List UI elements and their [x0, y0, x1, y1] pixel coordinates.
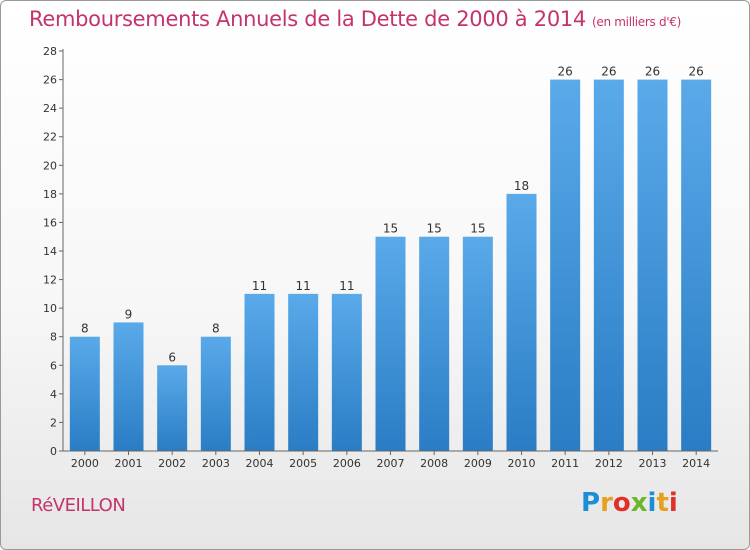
x-tick-label: 2009 [464, 457, 492, 470]
bar [637, 79, 668, 452]
chart-title: Remboursements Annuels de la Dette de 20… [29, 7, 681, 31]
logo-letter: o [612, 488, 631, 518]
bar [113, 322, 144, 451]
logo-letter: t [656, 488, 669, 518]
bar [506, 193, 537, 451]
x-tick-label: 2001 [115, 457, 143, 470]
bar-value-label: 15 [383, 222, 398, 236]
x-tick-label: 2013 [639, 457, 667, 470]
bar-value-label: 26 [601, 65, 616, 79]
y-tick-label: 26 [43, 74, 57, 87]
bar [288, 293, 319, 451]
y-tick-label: 28 [43, 45, 57, 58]
y-tick-label: 18 [43, 188, 57, 201]
logo-letter: x [630, 488, 648, 518]
bar [681, 79, 712, 452]
y-tick-label: 12 [43, 274, 57, 287]
x-tick-label: 2008 [420, 457, 448, 470]
y-tick-label: 0 [50, 445, 57, 458]
bar [244, 293, 275, 451]
y-tick-label: 4 [50, 388, 57, 401]
x-tick-label: 2005 [289, 457, 317, 470]
bar [593, 79, 624, 452]
bar-value-label: 6 [168, 350, 176, 364]
chart-subtitle: (en milliers d'€) [592, 15, 682, 29]
bar [419, 236, 450, 451]
logo-letter: i [668, 488, 678, 518]
x-tick-label: 2007 [377, 457, 405, 470]
bar-value-label: 8 [81, 322, 89, 336]
proxiti-logo: Proxiti [581, 488, 678, 518]
y-tick-label: 14 [43, 245, 57, 258]
bar [157, 365, 188, 451]
bar-value-label: 26 [689, 65, 704, 79]
y-tick-label: 8 [50, 331, 57, 344]
bar-value-label: 26 [645, 65, 660, 79]
bar-value-label: 8 [212, 322, 220, 336]
x-axis: 2000 2001 2002 2003 2004 2005 2006 2007 2008 2009… [63, 450, 718, 470]
commune-name: RéVEILLON [31, 495, 126, 516]
bar-value-label: 18 [514, 179, 529, 193]
x-tick-label: 2002 [158, 457, 186, 470]
y-tick-label: 24 [43, 102, 57, 115]
bar [331, 293, 362, 451]
x-tick-label: 2014 [682, 457, 710, 470]
x-tick-label: 2006 [333, 457, 361, 470]
bar [462, 236, 493, 451]
y-tick-label: 16 [43, 216, 57, 229]
logo-letter: r [600, 488, 613, 518]
x-tick-label: 2000 [71, 457, 99, 470]
bar [375, 236, 406, 451]
bar-value-label: 15 [470, 222, 485, 236]
x-tick-label: 2003 [202, 457, 230, 470]
x-tick-label: 2012 [595, 457, 623, 470]
bar-value-label: 11 [296, 279, 311, 293]
logo-letter: i [647, 488, 657, 518]
bar [550, 79, 581, 452]
y-tick-label: 6 [50, 359, 57, 372]
x-tick-label: 2004 [246, 457, 274, 470]
y-tick-label: 2 [50, 416, 57, 429]
bar [69, 336, 100, 451]
bar [200, 336, 231, 451]
bar-value-label: 9 [125, 307, 133, 321]
bars: 8 9 6 8 11 11 11 15 15 15 18 26 26 26 26 [69, 65, 712, 452]
y-tick-label: 20 [43, 159, 57, 172]
y-tick-label: 10 [43, 302, 57, 315]
bar-value-label: 11 [339, 279, 354, 293]
x-tick-label: 2010 [508, 457, 536, 470]
bar-value-label: 26 [558, 65, 573, 79]
y-tick-label: 22 [43, 131, 57, 144]
bar-value-label: 15 [427, 222, 442, 236]
logo-letter: P [581, 488, 601, 518]
title-text: Remboursements Annuels de la Dette de 20… [29, 7, 586, 31]
bar-value-label: 11 [252, 279, 267, 293]
x-tick-label: 2011 [551, 457, 579, 470]
